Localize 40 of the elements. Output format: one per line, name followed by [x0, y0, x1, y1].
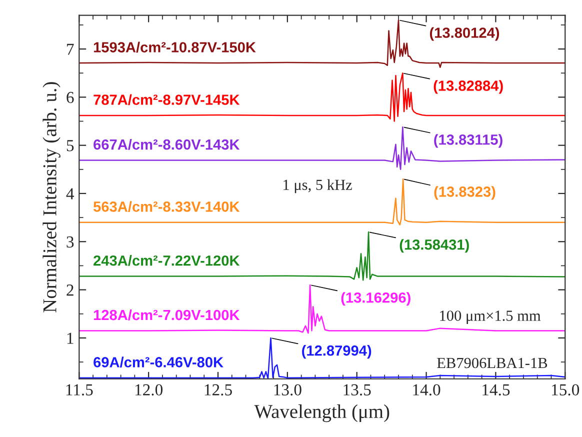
y-tick-label: 7: [67, 44, 74, 55]
annotation: (12.87994): [302, 345, 372, 359]
line-series: [79, 178, 566, 226]
y-tick-label: 3: [66, 236, 74, 248]
annotation: (13.83115): [434, 134, 502, 148]
y-tick-label: 5: [66, 140, 74, 152]
annotation: EB7906LBA1-1B: [437, 358, 548, 368]
line-series: [79, 126, 566, 170]
x-tick-label: 13.0: [274, 384, 302, 396]
series-label: 667A/cm²-8.60V-143K: [94, 139, 240, 150]
line-series: [79, 72, 566, 122]
y-tick-label: 4: [66, 188, 74, 200]
series-label: 128A/cm²-7.09V-100K: [94, 309, 240, 320]
x-tick-label: 14.5: [482, 384, 510, 396]
x-tick-label: 13.5: [344, 384, 371, 396]
x-tick-label: 14.0: [413, 384, 440, 396]
x-tick-label: 12.0: [135, 384, 163, 396]
series-label: 787A/cm²-8.97V-145K: [94, 94, 240, 106]
line-series: [79, 19, 566, 68]
annotation: (13.16296): [341, 292, 410, 306]
x-tick-label: 12.5: [204, 384, 232, 396]
annotation: (13.8323): [434, 186, 496, 200]
line-series: [79, 284, 566, 334]
annotation: 1 μs, 5 kHz: [284, 179, 352, 194]
annotation: (13.58431): [400, 239, 469, 253]
y-axis-title: Normalized Intensity (arb. u.): [42, 82, 60, 312]
series-label: 563A/cm²-8.33V-140K: [93, 201, 240, 212]
x-tick-label: 15.0: [552, 384, 580, 396]
annotation: 100 μm×1.5 mm: [440, 310, 541, 324]
y-tick-label: 1: [67, 332, 74, 344]
annotation: (13.82884): [434, 80, 503, 94]
y-tick-label: 2: [66, 284, 74, 296]
y-tick-label: 6: [66, 92, 74, 104]
annotation: (13.80124): [430, 27, 500, 41]
series-label: 1593A/cm²-10.87V-150K: [94, 42, 256, 53]
series-label: 243A/cm²-7.22V-120K: [94, 255, 240, 266]
x-axis-title: Wavelength (μm): [254, 404, 390, 422]
line-series: [79, 231, 566, 281]
series-label: 69A/cm²-6.46V-80K: [94, 356, 224, 368]
x-tick-label: 11.5: [66, 384, 93, 396]
